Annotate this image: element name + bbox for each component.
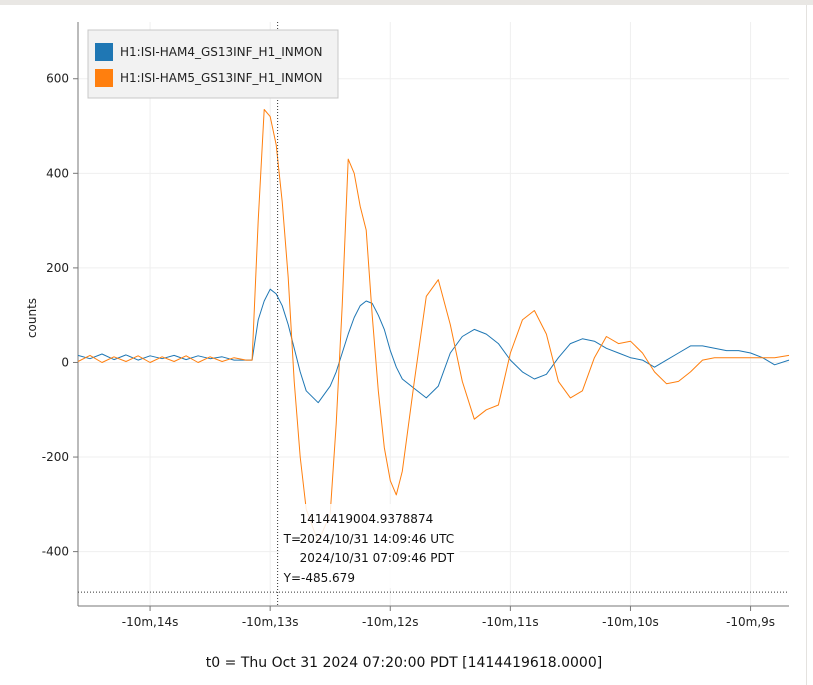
series-lines	[77, 109, 790, 543]
legend-box	[87, 29, 339, 99]
x-tick-label: -10m,10s	[602, 615, 659, 629]
crosshair-cursor: 1414419004.9378874 T=2024/10/31 14:09:46 …	[78, 22, 789, 606]
legend-swatch	[95, 69, 113, 87]
x-tick-label: -10m,14s	[122, 615, 179, 629]
legend-label: H1:ISI-HAM4_GS13INF_H1_INMON	[120, 45, 323, 59]
x-tick-label: -10m,12s	[362, 615, 419, 629]
x-tick-label: -10m,13s	[242, 615, 299, 629]
axes: 600 400 200 0 -200 -400 -10m,14s -10m,13s -10m,1…	[42, 22, 789, 629]
cursor-local-time: 2024/10/31 07:09:46 PDT	[300, 551, 455, 565]
x-axis-label: t0 = Thu Oct 31 2024 07:20:00 PDT [14144…	[206, 655, 602, 671]
y-tick-label: 400	[46, 166, 69, 180]
x-tick-label: -10m,9s	[726, 615, 775, 629]
legend-label: H1:ISI-HAM5_GS13INF_H1_INMON	[120, 71, 323, 85]
x-tick-label: -10m,11s	[482, 615, 539, 629]
cursor-gps-time: 1414419004.9378874	[300, 512, 434, 526]
legend[interactable]: H1:ISI-HAM4_GS13INF_H1_INMON H1:ISI-HAM5_…	[87, 29, 339, 99]
cursor-time-prefix: T=	[283, 532, 301, 546]
y-tick-label: 0	[61, 355, 69, 369]
y-tick-label: 200	[46, 261, 69, 275]
cursor-info-background	[279, 504, 460, 588]
y-tick-label: -200	[42, 450, 69, 464]
legend-swatch	[95, 43, 113, 61]
y-tick-label: 600	[46, 72, 69, 86]
series-line-1	[77, 288, 790, 404]
window-top-border	[0, 0, 813, 5]
y-tick-label: -400	[42, 545, 69, 559]
y-axis-label: counts	[25, 298, 39, 338]
cursor-y-value: Y=-485.679	[283, 571, 355, 585]
window-right-border	[806, 5, 813, 685]
series-line-2	[77, 109, 790, 543]
cursor-utc-time: 2024/10/31 14:09:46 UTC	[300, 532, 454, 546]
